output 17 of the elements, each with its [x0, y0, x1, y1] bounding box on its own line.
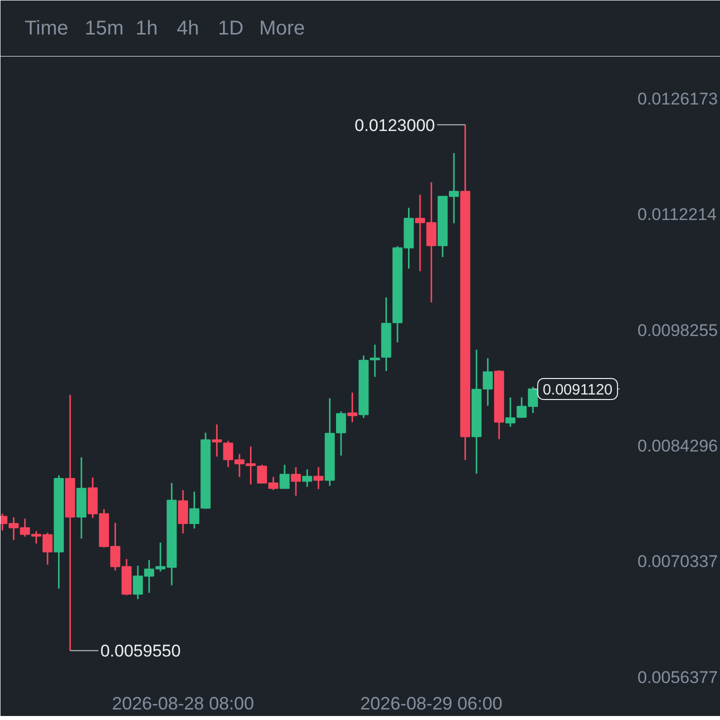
- y-tick-label: 0.0056377: [638, 668, 718, 687]
- y-tick-label: 0.0084296: [638, 436, 718, 456]
- annotation: 0.0059550: [100, 642, 181, 661]
- text: 1h: [135, 18, 158, 40]
- text: 4h: [176, 18, 199, 40]
- y-tick-label: 0.0126173: [638, 90, 718, 108]
- x-tick-label: 2026-08-28 08:00: [112, 694, 254, 714]
- text: 1D: [218, 18, 244, 40]
- ref-line-label: 0.0091120: [542, 381, 613, 398]
- text: Time: [24, 18, 68, 40]
- y-tick-label: 0.0070337: [638, 552, 718, 572]
- text: 15m: [84, 18, 124, 40]
- y-tick-label: 0.0112214: [638, 205, 717, 224]
- x-tick-label: 2026-08-29 06:00: [360, 694, 502, 714]
- annotation: 0.0123000: [354, 116, 436, 135]
- y-tick-label: 0.0098255: [638, 320, 718, 340]
- text: More: [259, 18, 305, 40]
